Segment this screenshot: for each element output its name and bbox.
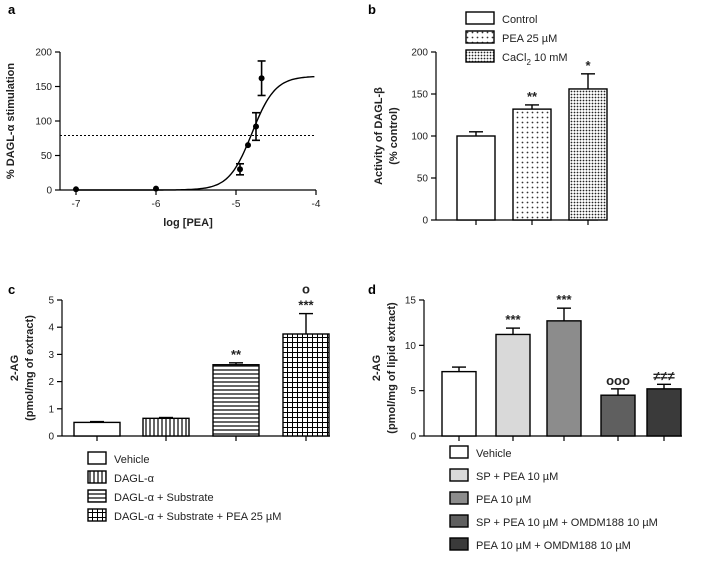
panel-c-y-axis-label: 2-AG	[9, 355, 21, 381]
panel-c-legend-swatch	[87, 508, 107, 522]
panel-a-data-point	[258, 75, 265, 82]
panel-c-legend-label: DAGL-α + Substrate + PEA 25 µM	[114, 511, 281, 523]
panel-a-data-point	[245, 142, 251, 149]
panel-c-y-tick-label: 0	[48, 432, 54, 443]
panel-b-legend-swatch	[465, 11, 495, 25]
panel-b-chart: 0 50 100 150 200 Activity of DAGL-β (% control…	[373, 11, 608, 227]
panel-b-legend-label: Control	[502, 14, 537, 26]
panel-a-y-tick-label: 50	[41, 151, 53, 162]
panel-b-legend-label: PEA 25 µM	[502, 33, 557, 45]
panel-c-bar	[73, 421, 121, 437]
panel-d-bar	[441, 370, 477, 437]
panel-d-legend-label: SP + PEA 10 µM	[476, 471, 558, 483]
panel-b-bar	[512, 108, 552, 221]
panel-d-bar	[495, 333, 531, 437]
panel-a-chart: 0 50 100 150 200 -7 -6 -5 -4 log [PEA] % DAGL-α st…	[5, 48, 321, 230]
panel-b-legend-swatch	[465, 49, 495, 63]
panel-d-significance-mark: ***	[556, 292, 572, 307]
panel-c-y-tick-label: 4	[48, 323, 54, 334]
panel-b-significance-mark: *	[585, 58, 591, 73]
panel-b-legend-text: CaCl	[502, 52, 526, 64]
panel-d-y-tick-label: 15	[405, 296, 417, 307]
panel-a-x-axis-label: log [PEA]	[163, 217, 213, 229]
panel-d-bar	[600, 394, 636, 437]
panel-c-bar	[212, 364, 260, 437]
panel-c-legend-swatch	[87, 470, 107, 484]
panel-b-legend-text-rest: 10 mM	[531, 52, 568, 64]
panel-d-legend-swatch	[449, 491, 469, 505]
panel-a-y-axis-label: % DAGL-α stimulation	[5, 63, 17, 179]
panel-c-significance-mark: **	[231, 347, 242, 362]
panel-label-b: b	[368, 2, 376, 17]
panel-a-y-tick-label: 100	[35, 117, 52, 128]
panel-d-significance-mark: ***	[505, 312, 521, 327]
panel-b-legend-subscript: 2	[526, 58, 531, 67]
panel-a-y-tick-label: 0	[46, 186, 52, 197]
panel-d-bar	[646, 388, 682, 437]
panel-d-y-axis-label: 2-AG	[371, 355, 383, 381]
panel-d-y-tick-label: 5	[410, 386, 416, 397]
panel-b-y-axis-label: Activity of DAGL-β	[373, 87, 385, 185]
panel-d-legend-label: PEA 10 µM + OMDM188 10 µM	[476, 540, 631, 552]
panel-b-y-tick-label: 0	[422, 216, 428, 227]
panel-b-y-axis-label-unit: (% control)	[388, 107, 400, 165]
panel-d-legend-swatch	[449, 445, 469, 459]
panel-a-data-point	[73, 186, 79, 193]
panel-a-y-tick-label: 150	[35, 82, 52, 93]
panel-a-data-point	[237, 166, 243, 173]
panel-b-legend-swatch	[465, 30, 495, 44]
panel-c-y-tick-label: 5	[48, 296, 54, 307]
panel-d-legend-label: Vehicle	[476, 448, 511, 460]
panel-label-c: c	[8, 282, 15, 297]
panel-a-y-tick-label: 200	[35, 48, 52, 59]
panel-d-legend-swatch	[449, 468, 469, 482]
panel-c-legend-label: DAGL-α	[114, 473, 155, 485]
panel-c-legend-swatch	[87, 489, 107, 503]
panel-b-y-tick-label: 200	[411, 48, 428, 59]
panel-d-y-tick-label: 0	[410, 432, 416, 443]
panel-c-significance-mark: ***	[298, 298, 314, 313]
panel-b-legend-label: CaCl2 10 mM	[502, 52, 568, 67]
panel-a-x-tick-label: -5	[232, 199, 241, 210]
panel-c-legend-label: DAGL-α + Substrate	[114, 492, 214, 504]
panel-c-legend-label: Vehicle	[114, 454, 149, 466]
panel-d-significance-mark: ≠≠≠	[653, 368, 674, 383]
panel-d-legend-label: SP + PEA 10 µM + OMDM188 10 µM	[476, 517, 658, 529]
panel-b-bar	[456, 135, 496, 221]
panel-a-data-point	[253, 123, 259, 130]
panel-c-legend-swatch	[87, 451, 107, 465]
panel-b-bar	[568, 88, 608, 221]
panel-d-legend-label: PEA 10 µM	[476, 494, 531, 506]
panel-d-y-axis-label-unit: (pmol/mg of lipid extract)	[386, 302, 398, 434]
panel-c-y-tick-label: 2	[48, 377, 54, 388]
panel-c-bar	[142, 417, 190, 437]
panel-b-y-tick-label: 100	[411, 132, 428, 143]
panel-a-x-tick-label: -4	[312, 199, 321, 210]
panel-d-bar	[546, 320, 582, 437]
panel-d-significance-mark: ooo	[606, 373, 630, 388]
panel-c-extra-mark: o	[302, 282, 310, 297]
panel-a-data-point	[153, 185, 159, 192]
panel-c-y-tick-label: 3	[48, 350, 54, 361]
panel-d-legend-swatch	[449, 514, 469, 528]
panel-c-y-axis-label-unit: (pmol/mg of extract)	[24, 315, 36, 421]
panel-a-x-tick-label: -6	[152, 199, 161, 210]
panel-b-y-tick-label: 150	[411, 90, 428, 101]
panel-d-chart: 0 5 10 15 2-AG (pmol/mg of lipid extract) *** *…	[371, 292, 682, 552]
panel-label-d: d	[368, 282, 376, 297]
panel-c-bar	[282, 333, 330, 437]
panel-label-a: a	[8, 2, 16, 17]
panel-d-legend-swatch	[449, 537, 469, 551]
panel-a-x-tick-label: -7	[72, 199, 81, 210]
panel-b-y-tick-label: 50	[417, 174, 429, 185]
panel-b-significance-mark: **	[527, 89, 538, 104]
panel-a-fit-curve	[76, 75, 315, 191]
panel-d-y-tick-label: 10	[405, 341, 417, 352]
panel-c-y-tick-label: 1	[48, 404, 54, 415]
